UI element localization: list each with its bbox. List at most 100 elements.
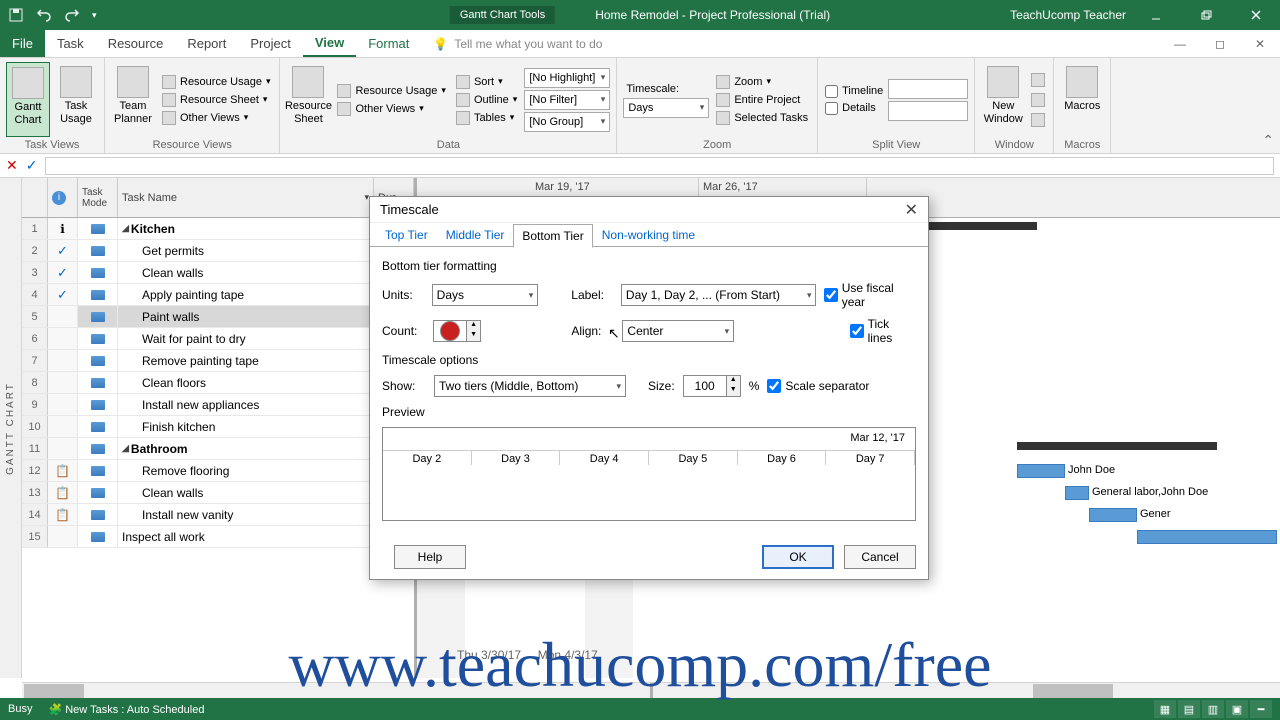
details-view-combo[interactable] bbox=[888, 101, 968, 121]
task-name-column-header[interactable]: Task Name▾ bbox=[118, 178, 374, 217]
task-name-cell[interactable]: Remove painting tape bbox=[118, 350, 374, 371]
save-icon[interactable] bbox=[8, 7, 24, 23]
formula-input[interactable] bbox=[45, 157, 1274, 175]
task-usage-button[interactable]: Task Usage bbox=[54, 62, 98, 137]
table-row[interactable]: 13📋Clean walls1 da bbox=[22, 482, 414, 504]
ok-button[interactable]: OK bbox=[762, 545, 834, 569]
hide-icon[interactable] bbox=[1031, 93, 1045, 107]
file-tab[interactable]: File bbox=[0, 30, 45, 57]
summary-bar[interactable] bbox=[1017, 442, 1217, 450]
label-select[interactable]: Day 1, Day 2, ... (From Start) bbox=[621, 284, 817, 306]
dialog-close-icon[interactable]: ✕ bbox=[905, 200, 918, 220]
table-row[interactable]: 1ℹ◢Kitchen18.1 bbox=[22, 218, 414, 240]
restore-button[interactable] bbox=[1186, 0, 1226, 30]
task-name-cell[interactable]: Finish kitchen bbox=[118, 416, 374, 437]
count-spinner[interactable]: ▲▼ bbox=[433, 320, 481, 342]
id-column-header[interactable] bbox=[22, 178, 48, 217]
task-name-cell[interactable]: ◢Kitchen bbox=[118, 218, 374, 239]
task-name-cell[interactable]: Install new appliances bbox=[118, 394, 374, 415]
table-row[interactable]: 12📋Remove flooring2 da bbox=[22, 460, 414, 482]
zoom-button[interactable]: Zoom▾ bbox=[713, 74, 811, 90]
report-tab[interactable]: Report bbox=[175, 30, 238, 57]
resource-tab[interactable]: Resource bbox=[96, 30, 176, 57]
size-value[interactable]: 100 bbox=[683, 375, 727, 397]
view-shortcut-1[interactable]: ▦ bbox=[1154, 700, 1176, 718]
view-shortcut-4[interactable]: ▣ bbox=[1226, 700, 1248, 718]
nonworking-time-tab[interactable]: Non-working time bbox=[593, 223, 704, 247]
tables-button[interactable]: Tables▾ bbox=[453, 110, 520, 126]
arrange-icon[interactable] bbox=[1031, 73, 1045, 87]
sort-button[interactable]: Sort▾ bbox=[453, 74, 520, 90]
ribbon-close-button[interactable]: ✕ bbox=[1240, 29, 1280, 59]
task-name-cell[interactable]: Apply painting tape bbox=[118, 284, 374, 305]
macros-button[interactable]: Macros bbox=[1060, 62, 1104, 137]
task-name-cell[interactable]: Clean walls bbox=[118, 262, 374, 283]
tick-lines-checkbox[interactable]: Tick lines bbox=[850, 317, 916, 345]
new-window-button[interactable]: New Window bbox=[981, 62, 1025, 137]
timescale-combo[interactable]: Days bbox=[623, 98, 709, 118]
group-combo[interactable]: [No Group] bbox=[524, 112, 610, 132]
table-row[interactable]: 15Inspect all work1 day bbox=[22, 526, 414, 548]
help-button[interactable]: Help bbox=[394, 545, 466, 569]
task-tab[interactable]: Task bbox=[45, 30, 96, 57]
table-row[interactable]: 10Finish kitchen0 da bbox=[22, 416, 414, 438]
format-tab[interactable]: Format bbox=[356, 30, 421, 57]
table-row[interactable]: 3✓Clean walls0.5 bbox=[22, 262, 414, 284]
align-select[interactable]: Center bbox=[622, 320, 734, 342]
close-button[interactable] bbox=[1236, 0, 1276, 30]
status-new-tasks[interactable]: 🧩 New Tasks : Auto Scheduled bbox=[48, 703, 204, 716]
team-planner-button[interactable]: Team Planner bbox=[111, 62, 155, 137]
redo-icon[interactable] bbox=[64, 7, 80, 23]
table-row[interactable]: 2✓Get permits0 da bbox=[22, 240, 414, 262]
other-views-button[interactable]: Other Views▾ bbox=[159, 110, 273, 126]
cancel-button[interactable]: Cancel bbox=[844, 545, 916, 569]
task-name-cell[interactable]: Inspect all work bbox=[118, 526, 374, 547]
qat-dropdown-icon[interactable]: ▾ bbox=[92, 10, 97, 21]
task-name-cell[interactable]: Get permits bbox=[118, 240, 374, 261]
resource-sheet-button[interactable]: Resource Sheet▾ bbox=[159, 92, 273, 108]
units-select[interactable]: Days bbox=[432, 284, 539, 306]
outline-button[interactable]: Outline▾ bbox=[453, 92, 520, 108]
resource-sheet-big-button[interactable]: Resource Sheet bbox=[286, 62, 330, 137]
collapse-ribbon-icon[interactable]: ⌃ bbox=[1262, 132, 1274, 149]
entire-project-button[interactable]: Entire Project bbox=[713, 92, 811, 108]
task-bar[interactable]: John Doe bbox=[1017, 464, 1065, 478]
accept-entry-icon[interactable]: ✓ bbox=[26, 157, 38, 174]
size-spinner[interactable]: 100 ▲▼ bbox=[683, 375, 741, 397]
task-bar[interactable]: Gener bbox=[1089, 508, 1137, 522]
highlight-combo[interactable]: [No Highlight] bbox=[524, 68, 610, 88]
top-tier-tab[interactable]: Top Tier bbox=[376, 223, 437, 247]
tell-me-search[interactable]: 💡 Tell me what you want to do bbox=[421, 37, 602, 51]
table-row[interactable]: 11◢Bathroom6.13 bbox=[22, 438, 414, 460]
table-row[interactable]: 14📋Install new vanity2 da bbox=[22, 504, 414, 526]
task-name-cell[interactable]: Clean walls bbox=[118, 482, 374, 503]
view-shortcut-2[interactable]: ▤ bbox=[1178, 700, 1200, 718]
project-tab[interactable]: Project bbox=[238, 30, 302, 57]
view-shortcut-5[interactable]: ━ bbox=[1250, 700, 1272, 718]
table-row[interactable]: 6Wait for paint to dry2 el bbox=[22, 328, 414, 350]
task-bar[interactable]: General labor,John Doe bbox=[1065, 486, 1089, 500]
scale-separator-checkbox[interactable]: Scale separator bbox=[767, 379, 869, 393]
gantt-chart-button[interactable]: Gantt Chart bbox=[6, 62, 50, 137]
bottom-tier-tab[interactable]: Bottom Tier bbox=[513, 224, 592, 248]
task-mode-column-header[interactable]: Task Mode bbox=[78, 178, 118, 217]
ribbon-minimize-button[interactable]: — bbox=[1160, 29, 1200, 59]
selected-tasks-button[interactable]: Selected Tasks bbox=[713, 110, 811, 126]
task-name-cell[interactable]: Wait for paint to dry bbox=[118, 328, 374, 349]
indicator-column-header[interactable]: i bbox=[48, 178, 78, 217]
other-views-small-button[interactable]: Other Views▾ bbox=[334, 101, 448, 117]
size-up-icon[interactable]: ▲ bbox=[727, 376, 740, 386]
task-name-cell[interactable]: Clean floors bbox=[118, 372, 374, 393]
horizontal-scrollbar[interactable] bbox=[22, 682, 1280, 698]
count-down-icon[interactable]: ▼ bbox=[467, 331, 480, 341]
table-row[interactable]: 9Install new appliances3 da bbox=[22, 394, 414, 416]
task-name-cell[interactable]: Remove flooring bbox=[118, 460, 374, 481]
resource-usage-button[interactable]: Resource Usage▾ bbox=[159, 74, 273, 90]
count-up-icon[interactable]: ▲ bbox=[467, 321, 480, 331]
switch-icon[interactable] bbox=[1031, 113, 1045, 127]
minimize-button[interactable] bbox=[1136, 0, 1176, 30]
task-name-cell[interactable]: ◢Bathroom bbox=[118, 438, 374, 459]
cancel-entry-icon[interactable]: ✕ bbox=[6, 157, 18, 174]
use-fiscal-year-checkbox[interactable]: Use fiscal year bbox=[824, 281, 916, 309]
dialog-titlebar[interactable]: Timescale ✕ bbox=[370, 197, 928, 223]
